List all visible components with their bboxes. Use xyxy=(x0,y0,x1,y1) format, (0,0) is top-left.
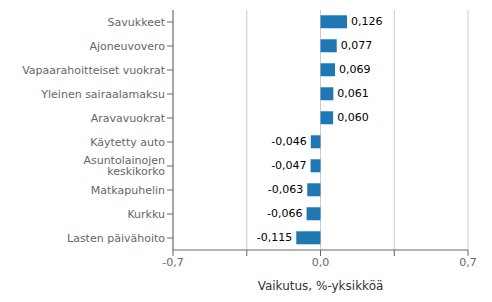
svg-text:Asuntolainojenkeskikorko: Asuntolainojenkeskikorko xyxy=(83,154,165,178)
svg-text:Käytetty auto: Käytetty auto xyxy=(90,136,165,149)
svg-text:0,077: 0,077 xyxy=(341,39,373,52)
svg-text:0,061: 0,061 xyxy=(337,87,369,100)
svg-text:Yleinen sairaalamaksu: Yleinen sairaalamaksu xyxy=(40,88,165,101)
svg-text:Aravavuokrat: Aravavuokrat xyxy=(91,112,166,125)
svg-text:Matkapuhelin: Matkapuhelin xyxy=(91,184,165,197)
svg-text:-0,063: -0,063 xyxy=(268,183,303,196)
svg-text:-0,7: -0,7 xyxy=(162,256,183,269)
svg-text:-0,046: -0,046 xyxy=(271,135,306,148)
svg-text:0,126: 0,126 xyxy=(351,15,383,28)
svg-text:Savukkeet: Savukkeet xyxy=(108,16,166,29)
svg-text:0,069: 0,069 xyxy=(339,63,371,76)
svg-text:Kurkku: Kurkku xyxy=(127,208,165,221)
svg-text:-0,066: -0,066 xyxy=(267,207,302,220)
svg-text:-0,115: -0,115 xyxy=(257,231,292,244)
svg-text:0,0: 0,0 xyxy=(312,256,330,269)
svg-text:0,060: 0,060 xyxy=(337,111,369,124)
svg-text:Vaikutus, %-yksikköä: Vaikutus, %-yksikköä xyxy=(258,279,384,293)
svg-text:0,7: 0,7 xyxy=(459,256,477,269)
svg-text:Lasten päivähoito: Lasten päivähoito xyxy=(67,232,165,245)
svg-text:-0,047: -0,047 xyxy=(271,159,306,172)
svg-text:Ajoneuvovero: Ajoneuvovero xyxy=(89,40,165,53)
svg-text:Vapaarahoitteiset vuokrat: Vapaarahoitteiset vuokrat xyxy=(22,64,165,77)
